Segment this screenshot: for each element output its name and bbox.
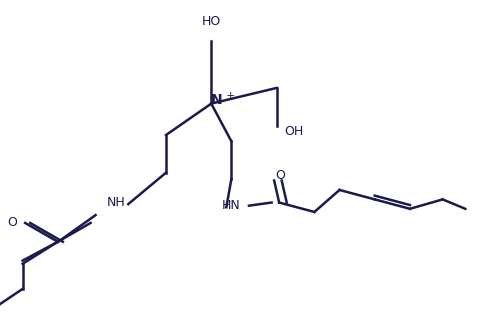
Text: N: N [210,94,222,107]
Text: HO: HO [202,15,221,28]
Text: O: O [8,216,18,230]
Text: OH: OH [284,125,303,138]
Text: +: + [226,91,235,101]
Text: O: O [275,169,285,182]
Text: NH: NH [106,196,125,209]
Text: HN: HN [221,199,240,212]
